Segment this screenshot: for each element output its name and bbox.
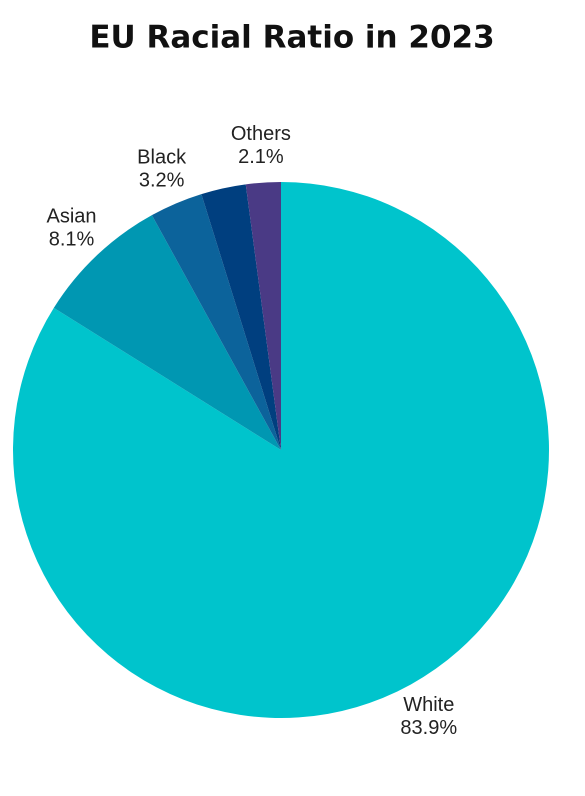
value-label: 8.1%	[49, 229, 95, 251]
slice-label: Others	[231, 123, 291, 145]
pie-slice	[53, 215, 281, 450]
chart-title: EU Racial Ratio in 2023	[89, 20, 494, 56]
slice-label: White	[403, 694, 454, 716]
value-label: 2.1%	[238, 146, 284, 168]
value-label: 3.2%	[139, 170, 185, 192]
slice-label: Black	[137, 147, 187, 169]
value-label: 83.9%	[400, 717, 457, 739]
pie-slice	[245, 182, 281, 450]
pie-slice	[13, 182, 550, 718]
pie-slice	[201, 184, 281, 450]
slice-label: Asian	[47, 206, 97, 228]
pie-slice	[151, 194, 281, 450]
